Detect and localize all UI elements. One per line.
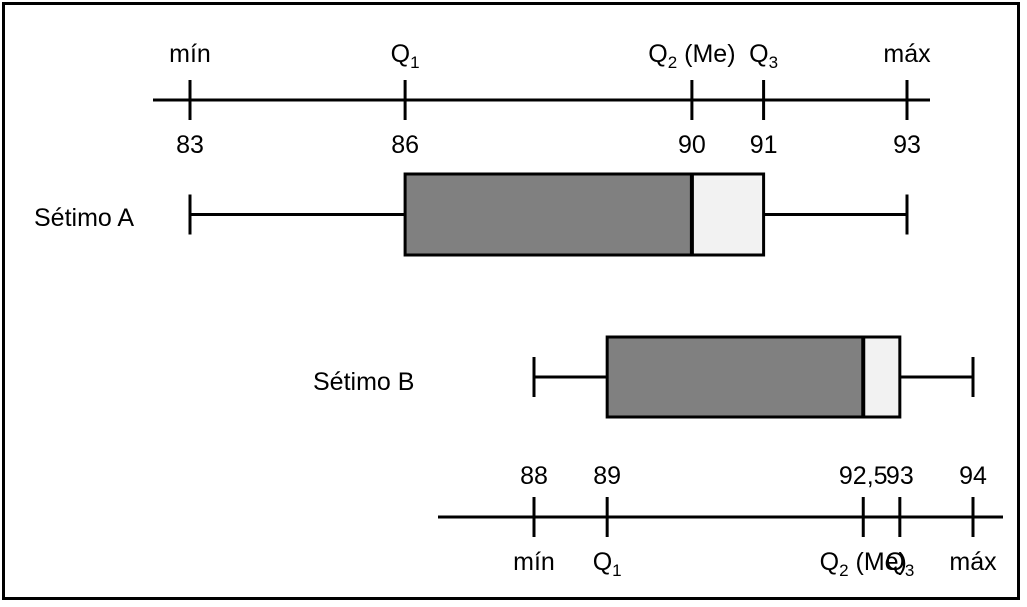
stat-label-a-1: Q1	[391, 40, 420, 72]
stat-label-a-3: Q3	[749, 40, 778, 72]
box-a-box-upper	[690, 172, 766, 257]
stat-label-a-4: máx	[883, 40, 931, 68]
stat-label-b-0: mín	[513, 548, 555, 576]
axis-b-ticks: 88 mín 89 Q1 92,5 Q2 (Me) 93 Q3 94 máx	[513, 462, 997, 580]
tick-label-b-3: 93	[886, 462, 914, 490]
series-b-label: Sétimo B	[313, 368, 414, 396]
stat-label-a-0: mín	[169, 40, 211, 68]
stat-label-b-3: Q3	[885, 548, 914, 580]
tick-label-a-4: 93	[893, 131, 921, 159]
box-b-box-lower	[605, 335, 865, 419]
tick-label-b-4: 94	[959, 462, 987, 490]
stat-label-b-1: Q1	[593, 548, 622, 580]
boxplot-a	[188, 172, 909, 257]
axis-a-ticks: 83 mín 86 Q1 90 Q2 (Me) 91 Q3 93 máx	[169, 40, 931, 159]
tick-label-a-3: 91	[750, 131, 778, 159]
stat-label-b-2: Q2 (Me)	[820, 548, 907, 580]
box-b-box-upper	[861, 335, 902, 419]
tick-label-b-0: 88	[520, 462, 548, 490]
tick-label-a-0: 83	[176, 131, 204, 159]
stat-label-b-4: máx	[949, 548, 997, 576]
tick-label-b-1: 89	[593, 462, 621, 490]
box-a-box-lower	[403, 172, 694, 257]
tick-label-b-2: 92,5	[839, 462, 888, 490]
figure-frame	[2, 2, 1020, 600]
stat-label-a-2: Q2 (Me)	[648, 40, 735, 72]
tick-label-a-1: 86	[391, 131, 419, 159]
series-a-label: Sétimo A	[34, 204, 134, 232]
boxplot-b	[532, 335, 975, 419]
tick-label-a-2: 90	[678, 131, 706, 159]
